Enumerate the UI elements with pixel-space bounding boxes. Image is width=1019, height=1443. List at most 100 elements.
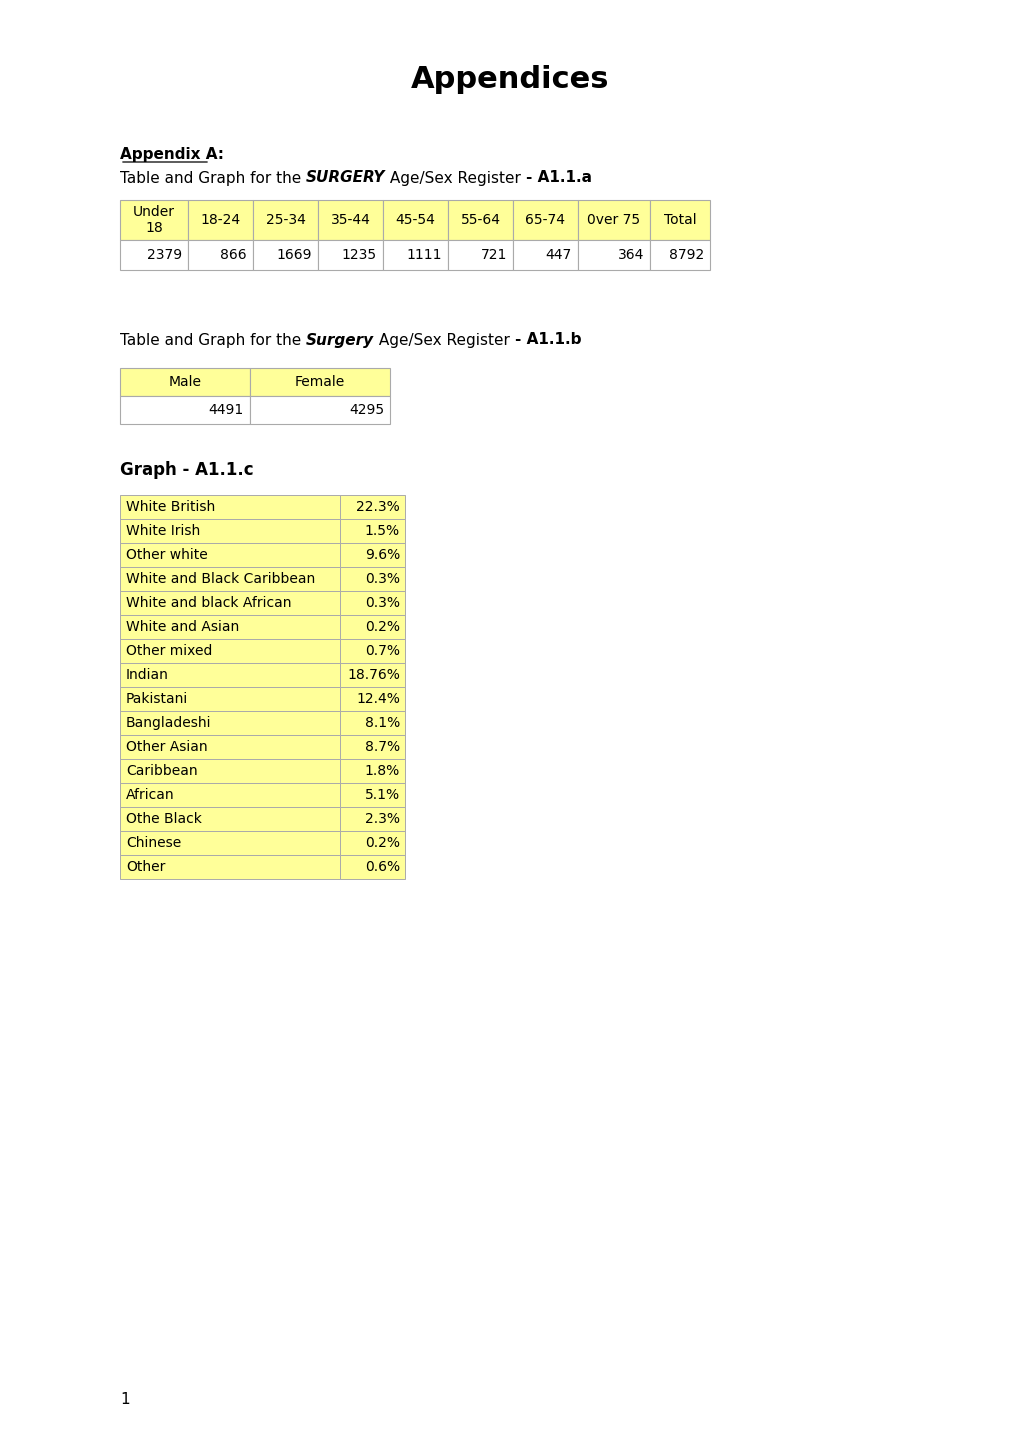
Text: Table and Graph for the: Table and Graph for the bbox=[120, 332, 306, 348]
Bar bbox=[339, 567, 405, 592]
Text: White Irish: White Irish bbox=[126, 524, 200, 538]
Text: Under
18: Under 18 bbox=[132, 205, 175, 235]
Text: Pakistani: Pakistani bbox=[126, 693, 189, 706]
Text: Graph - A1.1.c: Graph - A1.1.c bbox=[120, 460, 254, 479]
Text: Bangladeshi: Bangladeshi bbox=[126, 716, 211, 730]
Text: 1669: 1669 bbox=[276, 248, 312, 263]
Bar bbox=[382, 201, 447, 240]
Bar bbox=[120, 807, 339, 831]
Text: 364: 364 bbox=[618, 248, 643, 263]
Bar bbox=[120, 368, 250, 395]
Text: Other Asian: Other Asian bbox=[126, 740, 208, 755]
Text: 65-74: 65-74 bbox=[525, 214, 565, 227]
Text: 2379: 2379 bbox=[147, 248, 181, 263]
Bar bbox=[339, 856, 405, 879]
Bar bbox=[120, 662, 339, 687]
Text: Other mixed: Other mixed bbox=[126, 644, 212, 658]
Bar bbox=[339, 759, 405, 784]
Bar bbox=[578, 201, 649, 240]
Bar bbox=[339, 639, 405, 662]
Text: 0.2%: 0.2% bbox=[365, 620, 399, 633]
Bar bbox=[120, 519, 339, 543]
Bar bbox=[339, 662, 405, 687]
Text: 45-54: 45-54 bbox=[395, 214, 435, 227]
Bar bbox=[253, 240, 318, 270]
Text: Indian: Indian bbox=[126, 668, 169, 683]
Text: 0.6%: 0.6% bbox=[365, 860, 399, 874]
Bar bbox=[120, 784, 339, 807]
Text: Age/Sex Register: Age/Sex Register bbox=[385, 170, 526, 186]
Text: Other white: Other white bbox=[126, 548, 208, 561]
Text: 55-64: 55-64 bbox=[460, 214, 500, 227]
Bar bbox=[382, 240, 447, 270]
Bar bbox=[578, 240, 649, 270]
Text: Othe Black: Othe Black bbox=[126, 812, 202, 825]
Bar bbox=[318, 201, 382, 240]
Bar bbox=[253, 201, 318, 240]
Bar bbox=[120, 711, 339, 734]
Text: 721: 721 bbox=[480, 248, 506, 263]
Bar bbox=[120, 687, 339, 711]
Text: 447: 447 bbox=[545, 248, 572, 263]
Bar bbox=[339, 519, 405, 543]
Text: SURGERY: SURGERY bbox=[306, 170, 385, 186]
Text: 1111: 1111 bbox=[407, 248, 441, 263]
Bar bbox=[339, 543, 405, 567]
Text: 18.76%: 18.76% bbox=[346, 668, 399, 683]
Text: Age/Sex Register: Age/Sex Register bbox=[374, 332, 515, 348]
Bar bbox=[649, 201, 709, 240]
Text: 1235: 1235 bbox=[341, 248, 377, 263]
Text: Appendix A:: Appendix A: bbox=[120, 147, 224, 163]
Text: Surgery: Surgery bbox=[306, 332, 374, 348]
Text: 35-44: 35-44 bbox=[330, 214, 370, 227]
Text: - A1.1.a: - A1.1.a bbox=[526, 170, 592, 186]
Text: 9.6%: 9.6% bbox=[365, 548, 399, 561]
Bar bbox=[120, 759, 339, 784]
Bar bbox=[120, 639, 339, 662]
Bar bbox=[250, 368, 389, 395]
Bar bbox=[187, 240, 253, 270]
Text: 8.1%: 8.1% bbox=[365, 716, 399, 730]
Text: 4295: 4295 bbox=[348, 403, 383, 417]
Bar bbox=[513, 240, 578, 270]
Text: Chinese: Chinese bbox=[126, 835, 181, 850]
Text: Other: Other bbox=[126, 860, 165, 874]
Text: 0.7%: 0.7% bbox=[365, 644, 399, 658]
Bar bbox=[513, 201, 578, 240]
Bar bbox=[339, 687, 405, 711]
Text: 0.3%: 0.3% bbox=[365, 571, 399, 586]
Text: 0ver 75: 0ver 75 bbox=[587, 214, 640, 227]
Text: 866: 866 bbox=[220, 248, 247, 263]
Text: Total: Total bbox=[663, 214, 696, 227]
Bar bbox=[318, 240, 382, 270]
Bar bbox=[120, 395, 250, 424]
Bar bbox=[447, 201, 513, 240]
Text: 18-24: 18-24 bbox=[201, 214, 240, 227]
Bar bbox=[339, 592, 405, 615]
Bar bbox=[120, 856, 339, 879]
Bar bbox=[339, 495, 405, 519]
Bar bbox=[339, 711, 405, 734]
Bar bbox=[120, 543, 339, 567]
Text: 8.7%: 8.7% bbox=[365, 740, 399, 755]
Bar bbox=[447, 240, 513, 270]
Text: 4491: 4491 bbox=[209, 403, 244, 417]
Bar bbox=[120, 201, 187, 240]
Text: - A1.1.b: - A1.1.b bbox=[515, 332, 581, 348]
Bar bbox=[120, 734, 339, 759]
Text: 22.3%: 22.3% bbox=[356, 501, 399, 514]
Text: African: African bbox=[126, 788, 174, 802]
Bar bbox=[120, 831, 339, 856]
Text: 0.2%: 0.2% bbox=[365, 835, 399, 850]
Bar bbox=[120, 592, 339, 615]
Text: Appendices: Appendices bbox=[411, 65, 608, 94]
Text: 2.3%: 2.3% bbox=[365, 812, 399, 825]
Text: 5.1%: 5.1% bbox=[365, 788, 399, 802]
Bar bbox=[339, 831, 405, 856]
Bar bbox=[120, 567, 339, 592]
Text: White and black African: White and black African bbox=[126, 596, 291, 610]
Text: 1.8%: 1.8% bbox=[365, 763, 399, 778]
Bar bbox=[339, 734, 405, 759]
Text: 1.5%: 1.5% bbox=[365, 524, 399, 538]
Text: Male: Male bbox=[168, 375, 202, 390]
